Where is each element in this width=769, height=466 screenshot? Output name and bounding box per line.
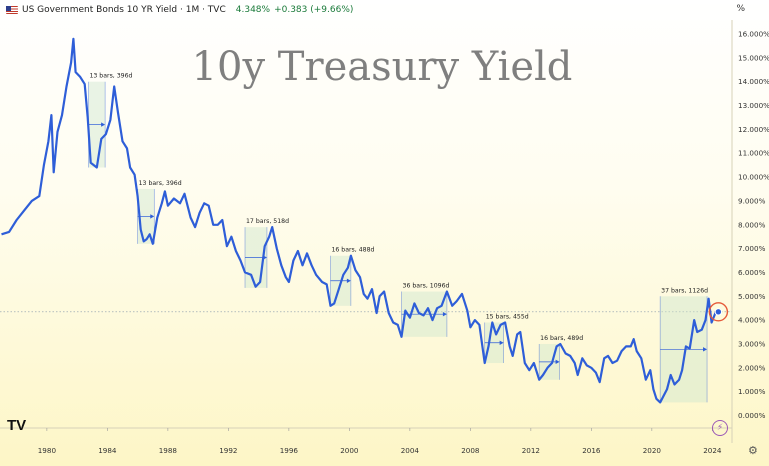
- y-tick-label: 2.000%: [738, 363, 766, 372]
- yield-series-line: [1, 37, 719, 404]
- last-value-ring: [708, 302, 729, 322]
- axis-unit-label[interactable]: %: [736, 4, 745, 14]
- x-tick-label: 1988: [159, 446, 178, 455]
- y-tick-label: 11.000%: [738, 149, 769, 158]
- x-tick-label: 2016: [582, 446, 601, 455]
- x-tick-label: 2020: [643, 446, 662, 455]
- marker-layer: [708, 302, 729, 322]
- range-label: 36 bars, 1096d: [403, 283, 450, 290]
- x-tick-label: 2012: [522, 446, 540, 455]
- range-arrowhead: [150, 214, 155, 219]
- x-tick-label: 2000: [340, 446, 359, 455]
- range-annotations: 13 bars, 396d 13 bars, 396d 17 bars, 518d 1…: [88, 73, 708, 403]
- y-axis: 16.000% 15.000% 14.000% 13.000% 12.000% 11.00…: [738, 30, 769, 421]
- tradingview-logo-icon[interactable]: TV: [7, 417, 27, 434]
- y-tick-label: 10.000%: [738, 173, 769, 182]
- y-tick-label: 3.000%: [738, 339, 766, 348]
- x-tick-label: 2024: [703, 446, 722, 455]
- range-arrowhead: [555, 359, 560, 365]
- x-axis: 1980 1984 1988 1992 1996 2000 2004 2008 2012 2016…: [38, 428, 722, 455]
- y-tick-label: 16.000%: [738, 30, 769, 39]
- range-arrowhead: [499, 340, 504, 345]
- range-label: 16 bars, 488d: [331, 247, 374, 254]
- y-tick-label: 14.000%: [738, 77, 769, 86]
- last-price: 4.348%: [235, 5, 271, 15]
- range-label: 13 bars, 396d: [89, 73, 132, 80]
- y-tick-label: 4.000%: [738, 316, 766, 325]
- range-label: 37 bars, 1126d: [661, 287, 708, 294]
- lightning-icon[interactable]: ⚡: [712, 420, 728, 436]
- x-tick-label: 1996: [280, 446, 299, 455]
- y-tick-label: 12.000%: [738, 125, 769, 134]
- us-flag-icon: [6, 6, 18, 14]
- y-tick-label: 8.000%: [738, 220, 766, 229]
- range-label: 15 bars, 455d: [486, 314, 529, 321]
- range-label: 17 bars, 518d: [246, 218, 289, 225]
- price-change: +0.383 (+9.66%): [274, 5, 354, 15]
- gear-icon[interactable]: ⚙: [748, 444, 758, 457]
- y-tick-label: 9.000%: [738, 196, 766, 205]
- y-tick-label: 5.000%: [738, 292, 766, 301]
- x-tick-label: 2008: [461, 446, 480, 455]
- range-arrowhead: [703, 347, 708, 352]
- y-tick-label: 15.000%: [738, 53, 769, 62]
- symbol-title[interactable]: US Government Bonds 10 YR Yield · 1M · T…: [22, 5, 226, 15]
- y-tick-label: 7.000%: [738, 244, 766, 253]
- y-tick-label: 0.000%: [738, 411, 766, 420]
- range-label: 13 bars, 396d: [139, 180, 182, 187]
- x-tick-label: 2004: [401, 446, 420, 455]
- last-value-point: [714, 308, 723, 316]
- x-tick-label: 1980: [38, 446, 57, 455]
- series-layer: [1, 37, 719, 404]
- range-arrowhead: [346, 278, 351, 283]
- range-arrowhead: [101, 122, 106, 127]
- grid-layer: [0, 20, 733, 443]
- y-tick-label: 13.000%: [738, 101, 769, 110]
- x-tick-label: 1992: [219, 446, 237, 455]
- range-arrowhead: [442, 311, 447, 317]
- x-tick-label: 1984: [98, 446, 117, 455]
- chart-overlay-title: 10y Treasury Yield: [192, 44, 573, 90]
- chart-header: US Government Bonds 10 YR Yield · 1M · T…: [0, 0, 769, 20]
- range-label: 16 bars, 489d: [540, 335, 583, 342]
- y-tick-label: 6.000%: [738, 268, 766, 277]
- y-tick-label: 1.000%: [738, 387, 766, 396]
